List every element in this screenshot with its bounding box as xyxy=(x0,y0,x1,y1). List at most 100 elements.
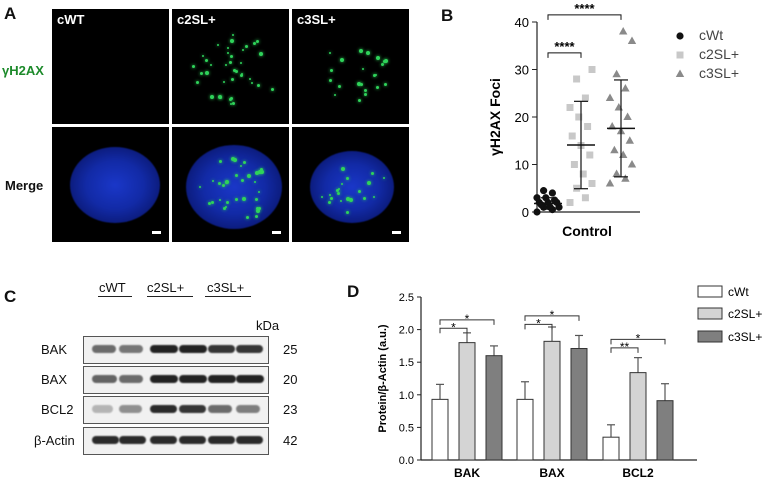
focus-dot xyxy=(255,40,259,44)
legend-label: c3SL+ xyxy=(699,65,739,81)
focus-dot xyxy=(320,196,323,199)
focus-dot xyxy=(251,82,254,85)
blot-band xyxy=(119,405,142,413)
data-point xyxy=(581,194,589,202)
bar xyxy=(431,398,449,461)
focus-dot xyxy=(328,78,332,82)
focus-dot xyxy=(211,180,214,183)
blot-strip xyxy=(83,336,269,364)
focus-dot xyxy=(217,43,220,46)
focus-dot xyxy=(233,68,237,72)
data-point xyxy=(588,66,596,73)
focus-dot xyxy=(383,58,388,63)
focus-dot xyxy=(364,88,368,92)
focus-dot xyxy=(225,179,230,184)
focus-dot xyxy=(209,64,212,67)
data-point xyxy=(568,132,576,140)
focus-dot xyxy=(335,189,339,193)
focus-dot xyxy=(226,52,229,55)
focus-dot xyxy=(242,196,247,201)
focus-dot xyxy=(222,207,226,211)
focus-dot xyxy=(356,82,361,87)
focus-dot xyxy=(330,68,334,72)
focus-dot xyxy=(345,211,349,215)
focus-dot xyxy=(365,50,370,55)
focus-dot xyxy=(198,186,201,189)
focus-dot xyxy=(210,201,214,205)
legend-swatch xyxy=(697,285,723,298)
legend-label: cWt xyxy=(699,27,723,43)
significance-label: **** xyxy=(574,1,595,16)
focus-dot xyxy=(380,63,384,67)
panel-label-b: B xyxy=(441,6,454,25)
blot-strip xyxy=(83,396,269,424)
scale-bar xyxy=(152,231,161,234)
focus-dot xyxy=(255,214,259,218)
focus-dot xyxy=(230,156,235,161)
blot-band xyxy=(92,345,117,353)
focus-dot xyxy=(373,73,377,77)
focus-dot xyxy=(219,95,223,99)
bar xyxy=(629,372,647,461)
data-point xyxy=(623,112,632,120)
legend-label: c3SL+ xyxy=(728,330,762,344)
focus-dot xyxy=(341,183,344,186)
blot-label: β-Actin xyxy=(34,433,75,448)
focus-dot xyxy=(373,196,376,199)
data-point xyxy=(621,174,630,182)
bar xyxy=(458,342,476,461)
y-axis-label: Protein/β-Actin (a.u.) xyxy=(377,324,389,432)
focus-dot xyxy=(205,59,209,63)
focus-dot xyxy=(247,173,252,178)
column-label-cwt: cWT xyxy=(57,12,85,27)
significance-bracket xyxy=(524,315,580,321)
focus-dot xyxy=(226,47,229,50)
focus-dot xyxy=(192,65,196,69)
y-tick-label: 0.5 xyxy=(399,422,414,434)
legend-marker xyxy=(676,32,684,40)
focus-dot xyxy=(260,167,264,171)
focus-dot xyxy=(329,197,333,201)
focus-dot xyxy=(370,172,374,176)
data-point xyxy=(627,36,637,44)
blot-band xyxy=(179,436,207,444)
blot-band xyxy=(119,436,147,444)
blot-label: BAX xyxy=(41,372,68,387)
significance-label: * xyxy=(451,320,456,334)
x-category-label: BAX xyxy=(539,466,564,480)
data-point xyxy=(581,94,589,102)
focus-dot xyxy=(210,94,215,99)
y-tick-label: 20 xyxy=(515,110,529,125)
row-label-merge: Merge xyxy=(5,178,44,193)
scale-bar xyxy=(272,231,281,234)
focus-dot xyxy=(349,198,354,203)
focus-dot xyxy=(218,159,222,163)
scale-bar xyxy=(392,231,401,234)
panel-label-c: C xyxy=(4,287,17,306)
data-point xyxy=(540,187,548,195)
focus-dot xyxy=(228,61,232,65)
significance-bracket xyxy=(439,327,468,334)
focus-dot xyxy=(224,206,227,209)
focus-dot xyxy=(327,201,331,205)
focus-dot xyxy=(235,197,239,201)
focus-dot xyxy=(362,67,365,70)
panel-label-a: A xyxy=(4,4,17,23)
y-tick-label: 10 xyxy=(515,158,529,173)
blot-kda: 23 xyxy=(283,402,298,417)
data-point xyxy=(570,161,578,168)
data-point xyxy=(625,136,634,144)
focus-dot xyxy=(218,198,221,201)
data-point xyxy=(610,145,619,154)
blot-band xyxy=(179,375,207,383)
blot-strip xyxy=(83,366,269,394)
significance-label: **** xyxy=(554,39,575,54)
y-tick-label: 2.5 xyxy=(399,292,414,304)
focus-dot xyxy=(271,87,275,91)
focus-dot xyxy=(339,58,344,63)
focus-dot xyxy=(375,74,378,76)
focus-dot xyxy=(199,71,203,75)
lane-label-c2sl: c2SL+ xyxy=(147,280,185,295)
image-c3sl-merge xyxy=(292,127,409,242)
focus-dot xyxy=(362,196,366,200)
